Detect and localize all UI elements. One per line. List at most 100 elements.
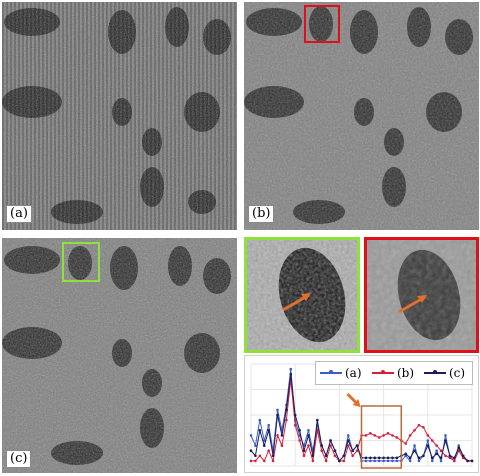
series-point-1 xyxy=(355,449,359,452)
em-image-c xyxy=(2,238,237,473)
series-point-2 xyxy=(298,429,301,432)
series-point-0 xyxy=(382,459,385,463)
series-point-2 xyxy=(395,456,399,460)
zoom-image-c xyxy=(247,240,357,350)
panel-a: (a) xyxy=(2,2,237,230)
series-point-2 xyxy=(453,456,456,460)
series-point-0 xyxy=(439,459,443,463)
series-point-2 xyxy=(382,456,385,460)
series-point-0 xyxy=(346,434,350,437)
em-image-b xyxy=(244,2,479,230)
panel-label-a: (a) xyxy=(6,205,32,223)
series-point-2 xyxy=(338,459,341,463)
series-point-1 xyxy=(316,429,319,432)
series-point-2 xyxy=(461,454,465,458)
series-point-0 xyxy=(408,459,412,463)
zoom-image-b xyxy=(367,240,476,350)
series-point-1 xyxy=(320,449,324,452)
series-point-0 xyxy=(262,439,266,442)
series-point-2 xyxy=(377,456,381,460)
series-point-2 xyxy=(351,449,354,452)
series-point-2 xyxy=(346,439,350,442)
series-point-0 xyxy=(373,459,377,463)
series-point-0 xyxy=(254,444,257,447)
series-point-2 xyxy=(364,456,368,460)
series-point-1 xyxy=(408,434,412,437)
legend-swatch-c xyxy=(424,370,446,374)
series-point-1 xyxy=(311,459,315,463)
series-point-2 xyxy=(324,454,328,458)
series-point-2 xyxy=(457,446,461,449)
series-point-2 xyxy=(267,429,270,432)
panel-label-b: (b) xyxy=(248,205,275,223)
series-point-1 xyxy=(439,449,443,452)
legend-label-c: (c) xyxy=(449,366,466,380)
legend-item-c: (c) xyxy=(424,366,465,380)
series-point-2 xyxy=(285,408,288,412)
series-point-1 xyxy=(386,432,390,435)
series-point-1 xyxy=(448,456,452,460)
series-point-1 xyxy=(395,436,399,439)
series-point-2 xyxy=(262,444,266,447)
series-point-1 xyxy=(444,454,447,458)
series-point-0 xyxy=(413,444,416,447)
series-point-1 xyxy=(298,439,301,442)
series-point-1 xyxy=(435,444,438,447)
series-point-0 xyxy=(364,459,368,463)
series-point-1 xyxy=(280,444,284,447)
series-point-2 xyxy=(333,449,337,452)
em-image-a xyxy=(2,2,237,230)
series-point-2 xyxy=(430,456,434,460)
series-point-2 xyxy=(439,456,443,460)
series-point-0 xyxy=(435,449,438,452)
chart-plot xyxy=(249,363,474,469)
series-point-1 xyxy=(426,434,430,437)
series-point-2 xyxy=(408,456,412,460)
series-point-1 xyxy=(404,442,407,445)
series-point-0 xyxy=(369,459,372,463)
panel-b: (b) xyxy=(244,2,479,230)
series-point-0 xyxy=(395,459,399,463)
series-point-2 xyxy=(249,449,253,452)
series-point-0 xyxy=(258,418,262,422)
series-point-0 xyxy=(430,459,434,463)
series-point-2 xyxy=(391,456,394,460)
series-point-2 xyxy=(417,456,421,460)
panel-label-c: (c) xyxy=(6,450,32,468)
series-point-2 xyxy=(373,456,377,460)
series-point-2 xyxy=(342,454,346,458)
series-point-1 xyxy=(262,459,266,463)
legend-swatch-b xyxy=(372,370,394,374)
legend-item-b: (b) xyxy=(372,366,414,380)
series-point-1 xyxy=(258,454,262,458)
series-point-2 xyxy=(311,454,315,458)
series-point-0 xyxy=(391,459,394,463)
series-point-2 xyxy=(320,444,324,447)
series-point-0 xyxy=(267,423,270,427)
series-point-1 xyxy=(346,444,350,447)
series-point-2 xyxy=(413,449,416,452)
series-point-0 xyxy=(417,459,421,463)
series-point-2 xyxy=(448,454,452,458)
series-point-1 xyxy=(369,432,372,435)
series-point-2 xyxy=(258,429,262,432)
series-point-1 xyxy=(351,454,354,458)
series-point-2 xyxy=(470,459,474,463)
series-point-1 xyxy=(271,459,275,463)
series-point-2 xyxy=(329,439,332,442)
series-point-2 xyxy=(426,444,430,447)
series-point-1 xyxy=(276,434,279,437)
series-point-1 xyxy=(373,434,377,437)
series-point-2 xyxy=(369,456,372,460)
legend-swatch-a xyxy=(320,370,342,374)
series-point-0 xyxy=(249,434,253,437)
series-point-0 xyxy=(457,444,461,447)
series-point-2 xyxy=(355,444,359,447)
series-point-2 xyxy=(271,454,275,458)
series-point-2 xyxy=(254,454,257,458)
series-point-1 xyxy=(377,436,381,439)
series-point-2 xyxy=(302,449,306,452)
series-point-2 xyxy=(276,413,279,417)
series-point-0 xyxy=(386,459,390,463)
series-point-1 xyxy=(333,454,337,458)
